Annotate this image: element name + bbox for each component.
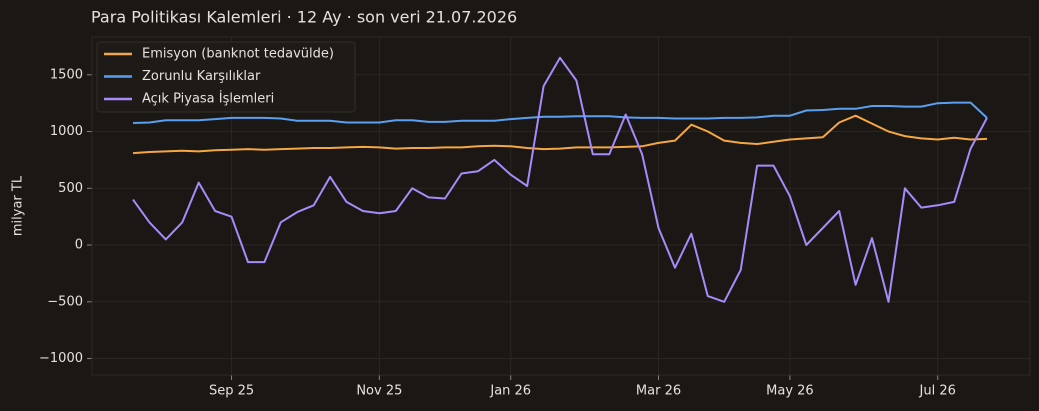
y-axis-label: milyar TL [11, 175, 26, 236]
series-line [132, 114, 988, 155]
plot-frame [91, 36, 1031, 376]
legend-label: Zorunlu Karşılıklar [142, 69, 261, 84]
legend-box [96, 41, 356, 113]
series-line [132, 101, 988, 124]
x-tick-label: Jan 26 [489, 384, 531, 399]
y-tick-label: 1000 [50, 124, 83, 139]
x-tick-label: Jul 26 [919, 384, 956, 399]
y-tick-label: 500 [58, 181, 83, 196]
series-line [132, 56, 988, 303]
y-tick-label: −500 [47, 294, 83, 309]
x-tick-label: May 26 [766, 384, 814, 399]
legend: Emisyon (banknot tedavülde) Zorunlu Karşı… [96, 41, 356, 113]
legend-label: Emisyon (banknot tedavülde) [142, 47, 334, 62]
x-tick-label: Mar 26 [636, 384, 681, 399]
y-tick-label: −1000 [39, 351, 83, 366]
x-tick-label: Nov 25 [356, 384, 402, 399]
legend-label: Açık Piyasa İşlemleri [142, 91, 274, 107]
y-tick-label: 1500 [50, 67, 83, 82]
x-tick-label: Sep 25 [209, 384, 254, 399]
y-tick-label: 0 [75, 238, 83, 253]
chart-title: Para Politikası Kalemleri · 12 Ay · son … [91, 8, 517, 27]
